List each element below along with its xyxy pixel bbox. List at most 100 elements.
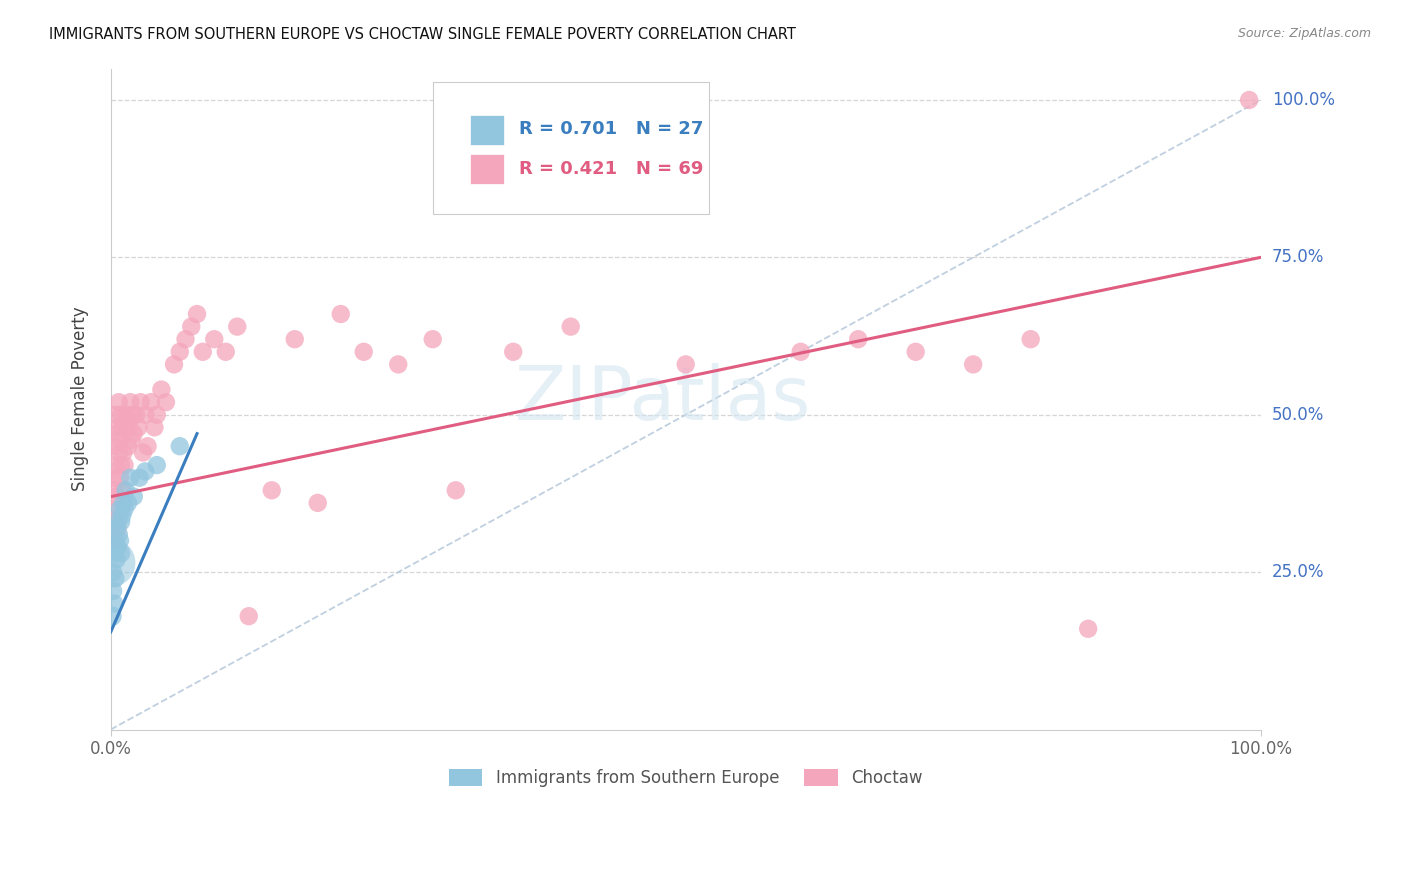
Point	[215, 344, 238, 359]
Point	[122, 490, 145, 504]
Point	[110, 515, 132, 529]
Point	[114, 502, 136, 516]
Point	[202, 332, 225, 346]
Text: 100.0%: 100.0%	[1272, 91, 1334, 109]
FancyBboxPatch shape	[433, 82, 709, 214]
Point	[105, 521, 128, 535]
Point	[101, 533, 124, 548]
Point	[150, 383, 173, 397]
Point	[353, 344, 375, 359]
Point	[1019, 332, 1042, 346]
Point	[329, 307, 352, 321]
Text: 25.0%: 25.0%	[1272, 563, 1324, 581]
Point	[114, 458, 136, 472]
Point	[104, 408, 127, 422]
Point	[120, 471, 142, 485]
Text: IMMIGRANTS FROM SOUTHERN EUROPE VS CHOCTAW SINGLE FEMALE POVERTY CORRELATION CHA: IMMIGRANTS FROM SOUTHERN EUROPE VS CHOCT…	[49, 27, 796, 42]
Point	[145, 458, 167, 472]
Text: ZIPatlas: ZIPatlas	[515, 362, 811, 435]
Point	[100, 556, 122, 570]
Text: 75.0%: 75.0%	[1272, 248, 1324, 267]
Point	[186, 307, 208, 321]
Bar	[470, 115, 503, 145]
Point	[111, 508, 134, 523]
Point	[101, 471, 124, 485]
Point	[174, 332, 197, 346]
Point	[789, 344, 811, 359]
Point	[108, 471, 131, 485]
Point	[675, 358, 697, 372]
Text: 50.0%: 50.0%	[1272, 406, 1324, 424]
Point	[104, 571, 127, 585]
Point	[134, 408, 156, 422]
Point	[101, 584, 124, 599]
Point	[260, 483, 283, 498]
Point	[1237, 93, 1260, 107]
Point	[118, 420, 141, 434]
Y-axis label: Single Female Poverty: Single Female Poverty	[72, 307, 89, 491]
Point	[115, 408, 138, 422]
Point	[103, 597, 125, 611]
Point	[143, 420, 166, 434]
Point	[307, 496, 329, 510]
Point	[846, 332, 869, 346]
Point	[134, 464, 156, 478]
Point	[125, 408, 148, 422]
Point	[155, 395, 177, 409]
Point	[560, 319, 582, 334]
Point	[112, 496, 135, 510]
Point	[117, 496, 139, 510]
Point	[112, 445, 135, 459]
Point	[163, 358, 186, 372]
Text: R = 0.421   N = 69: R = 0.421 N = 69	[519, 160, 703, 178]
Point	[101, 502, 124, 516]
Point	[108, 445, 131, 459]
Point	[129, 395, 152, 409]
Point	[107, 540, 129, 554]
Point	[136, 439, 159, 453]
Point	[111, 420, 134, 434]
Point	[127, 420, 149, 434]
Point	[444, 483, 467, 498]
Point	[226, 319, 249, 334]
Point	[103, 546, 125, 560]
Point	[108, 433, 131, 447]
Point	[103, 483, 125, 498]
Point	[101, 565, 124, 579]
Point	[101, 609, 124, 624]
Point	[169, 439, 191, 453]
Point	[904, 344, 927, 359]
Point	[107, 420, 129, 434]
Point	[108, 502, 131, 516]
Point	[1077, 622, 1099, 636]
Point	[105, 490, 128, 504]
Point	[108, 395, 131, 409]
Point	[110, 546, 132, 560]
Point	[117, 439, 139, 453]
Point	[104, 515, 127, 529]
Point	[238, 609, 260, 624]
Point	[284, 332, 307, 346]
Point	[107, 521, 129, 535]
Point	[422, 332, 444, 346]
Point	[169, 344, 191, 359]
Legend: Immigrants from Southern Europe, Choctaw: Immigrants from Southern Europe, Choctaw	[443, 763, 929, 794]
Point	[114, 483, 136, 498]
Point	[121, 408, 143, 422]
Point	[108, 533, 131, 548]
Point	[105, 552, 128, 566]
Point	[120, 395, 142, 409]
Point	[502, 344, 524, 359]
Point	[180, 319, 202, 334]
Point	[104, 533, 127, 548]
Point	[103, 439, 125, 453]
Point	[145, 408, 167, 422]
Point	[108, 527, 131, 541]
Point	[122, 426, 145, 441]
Bar	[470, 154, 503, 184]
Point	[110, 408, 132, 422]
Point	[114, 420, 136, 434]
Point	[962, 358, 984, 372]
Point	[104, 458, 127, 472]
Point	[121, 433, 143, 447]
